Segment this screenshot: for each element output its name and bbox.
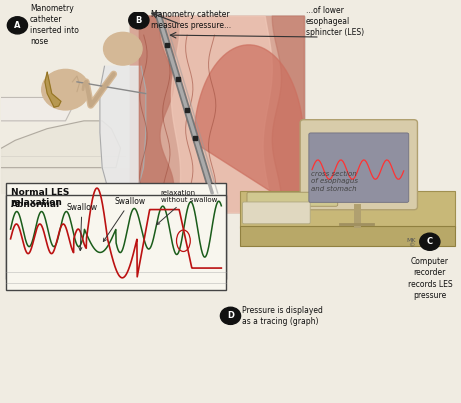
FancyBboxPatch shape <box>300 120 418 210</box>
FancyBboxPatch shape <box>1 12 460 193</box>
Circle shape <box>41 69 89 110</box>
Polygon shape <box>100 66 146 193</box>
Text: ...of lower
esophageal
sphincter (LES): ...of lower esophageal sphincter (LES) <box>306 6 364 37</box>
Circle shape <box>420 233 440 250</box>
Text: Pressure is displayed
as a tracing (graph): Pressure is displayed as a tracing (grap… <box>242 306 323 326</box>
FancyBboxPatch shape <box>240 191 455 228</box>
Text: A: A <box>14 21 21 30</box>
Polygon shape <box>1 168 130 193</box>
FancyBboxPatch shape <box>6 183 226 279</box>
Text: relaxation
without swallow: relaxation without swallow <box>157 190 217 224</box>
Text: D: D <box>227 312 234 320</box>
Polygon shape <box>45 72 61 107</box>
FancyBboxPatch shape <box>240 226 455 246</box>
Text: Manometry
catheter
inserted into
nose: Manometry catheter inserted into nose <box>30 4 79 46</box>
Text: Swallow: Swallow <box>103 197 146 241</box>
FancyBboxPatch shape <box>130 16 304 212</box>
FancyBboxPatch shape <box>242 202 310 224</box>
Circle shape <box>104 32 142 65</box>
Circle shape <box>129 12 149 29</box>
Polygon shape <box>1 98 72 121</box>
Polygon shape <box>130 16 304 212</box>
FancyBboxPatch shape <box>309 133 409 202</box>
Text: Manometry catheter
measures pressure...: Manometry catheter measures pressure... <box>151 10 231 30</box>
Text: Normal LES
relaxation: Normal LES relaxation <box>11 188 69 207</box>
Text: C: C <box>427 237 433 246</box>
Text: Computer
recorder
records LES
pressure: Computer recorder records LES pressure <box>408 258 452 300</box>
Text: Swallow: Swallow <box>66 203 97 251</box>
FancyBboxPatch shape <box>247 192 338 206</box>
Text: MK
©: MK © <box>407 238 416 248</box>
Text: Abnormal: Abnormal <box>11 199 59 209</box>
Circle shape <box>7 17 28 34</box>
FancyBboxPatch shape <box>6 195 226 291</box>
Text: B: B <box>136 16 142 25</box>
Polygon shape <box>194 45 304 212</box>
Circle shape <box>220 307 241 324</box>
Text: cross section
of esophagus
and stomach: cross section of esophagus and stomach <box>311 171 358 192</box>
Polygon shape <box>1 121 120 168</box>
